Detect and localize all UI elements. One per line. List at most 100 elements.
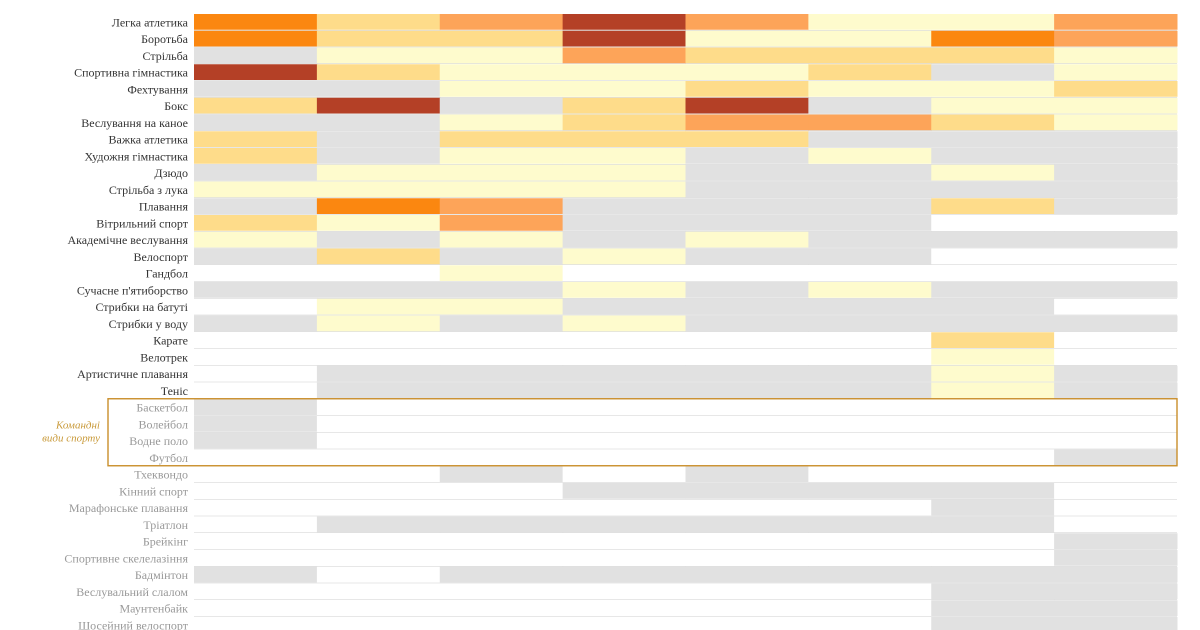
heatmap-cell [194,298,318,315]
heatmap-cell [931,416,1055,432]
heatmap-cell [685,533,809,549]
heatmap-cell [1054,533,1178,549]
row-label: Футбол [149,451,188,465]
heatmap-cell [931,131,1055,147]
row-label: Фехтування [127,82,188,96]
heatmap-cell [931,164,1055,181]
heatmap-cell [1054,81,1178,97]
heatmap-cell [1054,215,1178,231]
heatmap-cell [316,550,441,566]
heatmap-cell [439,449,564,466]
heatmap-cell [1054,449,1178,466]
heatmap-cell [316,198,441,214]
heatmap-cell [685,198,809,214]
heatmap-cell [316,298,441,315]
row-label: Художня гімнастика [85,149,189,163]
heatmap-cell [316,114,441,131]
heatmap-cell [316,64,441,80]
heatmap-cell [808,30,932,47]
heatmap-cell [931,533,1055,549]
heatmap-cell [194,466,318,482]
row-label: Шосейний велоспорт [78,618,189,630]
heatmap-cell [194,14,318,30]
heatmap-cell [808,566,932,583]
heatmap-cell [194,600,318,616]
heatmap-cell [808,550,932,566]
heatmap-cell [808,282,932,298]
heatmap-cell [685,432,809,449]
heatmap-cell [316,382,441,399]
heatmap-cell [931,148,1055,164]
heatmap-cell [808,315,932,332]
heatmap-cell [1054,516,1178,533]
row-label: Спортивне скелелазіння [64,551,188,565]
heatmap-cell [1054,298,1178,315]
heatmap-cell [194,449,318,466]
heatmap-cell [439,600,564,616]
heatmap-cell [931,30,1055,47]
heatmap-cell [931,432,1055,449]
heatmap-cell [931,231,1055,248]
heatmap-cell [194,499,318,516]
heatmap-cell [316,600,441,616]
heatmap-cell [685,164,809,181]
heatmap-cell [685,399,809,415]
heatmap-cell [685,583,809,600]
heatmap-cell [562,181,686,198]
row-label: Гандбол [146,267,188,281]
heatmap-cell [1054,181,1178,198]
heatmap-cell [439,566,564,583]
row-label: Кінний спорт [119,484,189,498]
heatmap-cell [439,349,564,365]
heatmap-cell [808,449,932,466]
heatmap-cells [194,14,1178,630]
heatmap-cell [562,516,686,533]
heatmap-cell [1054,566,1178,583]
heatmap-cell [316,231,441,248]
row-labels: Легка атлетика Боротьба Стрільба Спортивна … [64,15,188,630]
heatmap-cell [194,114,318,131]
heatmap-cell [439,483,564,499]
heatmap-cell [685,231,809,248]
heatmap-cell [194,47,318,64]
heatmap-cell [931,349,1055,365]
heatmap-cell [194,349,318,365]
heatmap-cell [808,483,932,499]
heatmap-cell [808,231,932,248]
row-label: Бадмінтон [135,568,189,582]
heatmap-cell [685,131,809,147]
heatmap-cell [685,181,809,198]
heatmap-cell [808,466,932,482]
heatmap-cell [808,198,932,214]
heatmap-cell [931,399,1055,415]
heatmap-cell [808,365,932,382]
heatmap-cell [808,499,932,516]
heatmap-cell [1054,47,1178,64]
heatmap-cell [194,81,318,97]
heatmap-cell [194,583,318,600]
heatmap-cell [562,215,686,231]
heatmap-cell [562,583,686,600]
team-sports-note: Командні [55,419,100,431]
heatmap-cell [316,164,441,181]
heatmap-cell [194,231,318,248]
heatmap-cell [808,47,932,64]
heatmap-cell [931,617,1055,630]
heatmap-cell [685,47,809,64]
heatmap-cell [685,466,809,482]
heatmap-cell [685,600,809,616]
heatmap-cell [808,332,932,348]
heatmap-cell [931,466,1055,482]
row-label: Маунтенбайк [120,602,189,616]
heatmap-cell [808,64,932,80]
row-label: Веслування на каное [81,116,188,130]
heatmap-cell [194,332,318,348]
heatmap-cell [808,114,932,131]
heatmap-cell [685,298,809,315]
heatmap-cell [931,499,1055,516]
row-label: Вітрильний спорт [96,216,188,230]
heatmap-cell [562,533,686,549]
heatmap-cell [1054,432,1178,449]
heatmap-cell [562,399,686,415]
